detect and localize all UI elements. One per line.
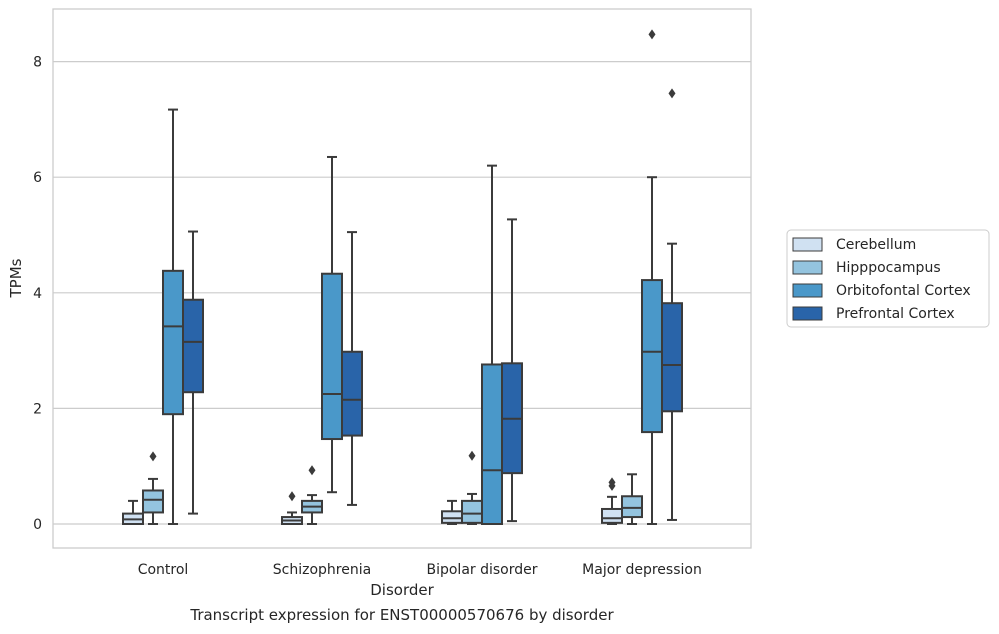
- box-0-1: [281, 491, 303, 526]
- legend-swatch: [792, 306, 823, 321]
- y-tick-label: 0: [33, 517, 42, 533]
- legend: Cerebellum Hipppocampus Orbitofontal Corte…: [786, 229, 990, 328]
- box-1-2: [461, 450, 483, 525]
- x-tick-labels: Control Schizophrenia Bipolar disorder Majo…: [138, 562, 702, 578]
- box-3-3: [661, 88, 683, 521]
- x-tick-label: Bipolar disorder: [426, 562, 537, 578]
- box-body: [621, 495, 643, 519]
- x-tick-label: Major depression: [582, 562, 702, 578]
- box-body: [142, 489, 164, 514]
- y-tick-labels: 0 2 4 6 8: [33, 55, 42, 533]
- plot-frame: [52, 8, 752, 549]
- boxes: [122, 29, 683, 526]
- box-3-2: [501, 218, 523, 523]
- legend-swatch: [792, 260, 823, 275]
- box-1-1: [301, 465, 323, 525]
- outlier-point: [149, 451, 157, 462]
- box-0-2: [441, 499, 463, 525]
- box-body: [601, 507, 623, 524]
- x-tick-label: Control: [138, 562, 189, 578]
- box-body: [182, 298, 204, 394]
- box-1-0: [142, 451, 164, 525]
- y-tick-label: 4: [33, 286, 42, 302]
- legend-label: Prefrontal Cortex: [836, 306, 955, 322]
- outlier-point: [608, 477, 616, 488]
- legend-frame: [786, 229, 990, 328]
- box-2-2: [481, 164, 503, 525]
- y-tick-label: 2: [33, 401, 42, 417]
- box-body: [441, 510, 463, 524]
- box-body: [481, 363, 503, 525]
- outlier-point: [648, 29, 656, 40]
- box-2-3: [641, 29, 663, 525]
- y-tick-label: 6: [33, 170, 42, 186]
- box-body: [641, 279, 663, 434]
- outlier-point: [468, 450, 476, 461]
- legend-swatch: [792, 237, 823, 252]
- box-body: [661, 302, 683, 413]
- box-body: [162, 269, 184, 416]
- y-tick-label: 8: [33, 55, 42, 71]
- box-1-3: [621, 473, 643, 525]
- legend-label: Hipppocampus: [836, 260, 941, 276]
- box-body: [461, 499, 483, 524]
- box-0-0: [122, 499, 144, 526]
- x-axis-label: Disorder: [370, 581, 434, 599]
- box-2-1: [321, 155, 343, 494]
- outlier-point: [308, 465, 316, 476]
- chart-caption: Transcript expression for ENST0000057067…: [190, 606, 614, 624]
- outlier-point: [288, 491, 296, 502]
- x-tick-label: Schizophrenia: [273, 562, 371, 578]
- box-2-0: [162, 108, 184, 525]
- y-axis-label: TPMs: [7, 258, 25, 298]
- legend-label: Orbitofontal Cortex: [836, 283, 971, 299]
- box-3-0: [182, 230, 204, 515]
- legend-label: Cerebellum: [836, 237, 916, 253]
- box-body: [341, 350, 363, 437]
- box-3-1: [341, 231, 363, 506]
- legend-swatch: [792, 283, 823, 298]
- box-0-3: [601, 477, 623, 525]
- box-body: [321, 272, 343, 441]
- outlier-point: [668, 88, 676, 99]
